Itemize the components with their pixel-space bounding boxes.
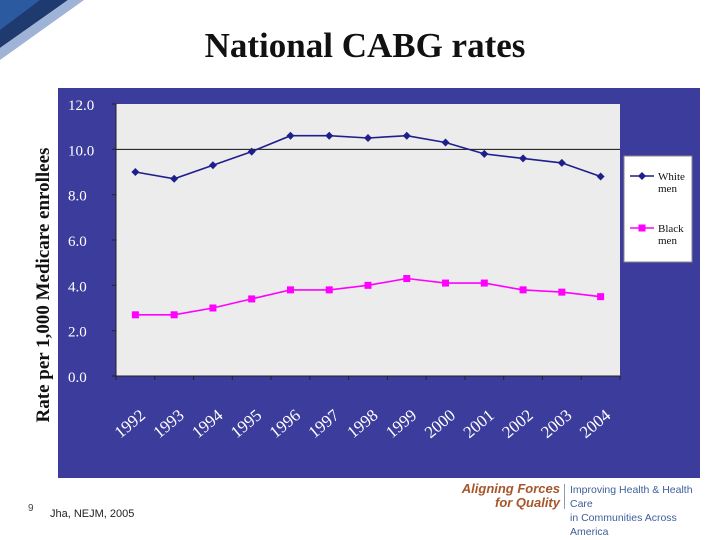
y-tick-label: 6.0: [68, 234, 87, 250]
logo-line-1: Aligning Forces: [461, 481, 560, 496]
y-tick-label: 8.0: [68, 189, 87, 205]
data-point: [209, 304, 217, 312]
y-tick-label: 12.0: [68, 98, 94, 114]
legend-label: men: [658, 235, 677, 247]
data-point: [170, 174, 179, 183]
y-tick-label: 10.0: [68, 143, 94, 159]
data-point: [325, 131, 334, 140]
data-point: [403, 275, 411, 283]
legend-label: White: [658, 171, 685, 183]
data-point: [442, 279, 450, 287]
data-point: [480, 149, 489, 158]
page-number: 9: [28, 503, 34, 514]
plot-area: [116, 104, 620, 376]
logo-divider: [564, 484, 565, 509]
legend-marker: [638, 224, 646, 232]
data-point: [131, 311, 139, 319]
data-point: [325, 286, 333, 294]
data-point: [402, 131, 411, 140]
aligning-forces-logo: Aligning Forces for Quality Improving He…: [460, 482, 710, 539]
y-tick-label: 4.0: [68, 279, 87, 295]
y-axis-label: Rate per 1,000 Medicare enrollees: [33, 147, 54, 423]
data-point: [131, 168, 140, 176]
logo-line-2: for Quality: [494, 495, 560, 510]
legend-label: Black: [658, 223, 684, 235]
y-tick-label: 0.0: [68, 370, 87, 386]
data-point: [208, 161, 217, 170]
legend-label: men: [658, 183, 677, 195]
data-point: [286, 286, 294, 294]
citation: Jha, NEJM, 2005: [50, 508, 135, 520]
data-point: [519, 286, 527, 294]
logo-tagline-1: Improving Health & Health Care: [570, 484, 693, 510]
legend-marker: [638, 172, 646, 180]
data-point: [247, 147, 256, 156]
logo-tagline: Improving Health & Health Care in Commun…: [570, 483, 710, 539]
data-point: [519, 154, 528, 163]
data-point: [557, 158, 566, 167]
data-point: [596, 172, 605, 181]
legend-box: [623, 155, 693, 263]
data-point: [558, 288, 566, 296]
slide-title: National CABG rates: [204, 26, 526, 65]
corner-decoration: [0, 0, 120, 60]
logo-tagline-2: in Communities Across America: [570, 512, 677, 538]
data-point: [286, 131, 295, 140]
data-point: [441, 138, 450, 147]
data-point: [364, 134, 372, 142]
data-point: [480, 279, 488, 287]
data-point: [597, 293, 605, 301]
logo-wordmark: Aligning Forces for Quality: [462, 482, 560, 510]
y-tick-label: 2.0: [68, 325, 87, 341]
data-point: [170, 311, 178, 319]
data-point: [248, 295, 256, 303]
data-point: [364, 281, 372, 289]
